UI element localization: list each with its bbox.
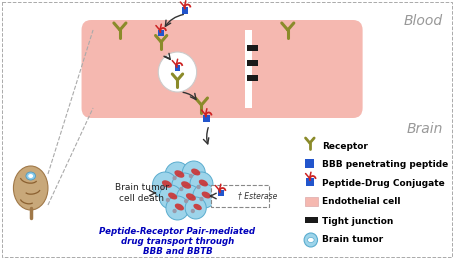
- Circle shape: [189, 174, 193, 178]
- Circle shape: [193, 184, 216, 208]
- Ellipse shape: [26, 172, 36, 180]
- Bar: [158, 30, 164, 36]
- Ellipse shape: [186, 193, 196, 201]
- Text: BBB and BBTB: BBB and BBTB: [143, 248, 212, 256]
- Circle shape: [173, 209, 177, 213]
- Circle shape: [153, 172, 177, 198]
- Ellipse shape: [175, 204, 184, 211]
- Bar: [203, 114, 210, 121]
- Ellipse shape: [181, 181, 191, 189]
- Circle shape: [166, 198, 170, 202]
- Circle shape: [200, 197, 203, 201]
- Text: Blood: Blood: [404, 14, 443, 28]
- Text: Brain tumor
cell death: Brain tumor cell death: [115, 183, 169, 203]
- FancyBboxPatch shape: [238, 20, 363, 118]
- Text: Receptor: Receptor: [322, 141, 368, 150]
- Ellipse shape: [174, 170, 184, 178]
- Ellipse shape: [28, 174, 33, 178]
- Circle shape: [304, 233, 318, 247]
- Bar: [246, 45, 258, 51]
- Bar: [245, 30, 252, 108]
- Text: † Esterase: † Esterase: [238, 191, 277, 200]
- Text: Brain: Brain: [407, 122, 443, 136]
- Ellipse shape: [162, 180, 172, 188]
- Text: Endothelial cell: Endothelial cell: [322, 198, 401, 206]
- Bar: [174, 65, 180, 71]
- Text: Peptide-Drug Conjugate: Peptide-Drug Conjugate: [322, 178, 445, 188]
- Ellipse shape: [201, 191, 211, 198]
- Text: Peptide-Receptor Pair-mediated: Peptide-Receptor Pair-mediated: [100, 227, 255, 236]
- Text: drug transport through: drug transport through: [121, 238, 234, 247]
- Bar: [211, 185, 269, 207]
- Ellipse shape: [168, 192, 177, 199]
- FancyBboxPatch shape: [82, 20, 269, 118]
- Circle shape: [179, 187, 183, 191]
- Bar: [218, 190, 224, 196]
- Bar: [182, 6, 189, 13]
- Ellipse shape: [308, 238, 314, 242]
- Circle shape: [182, 161, 205, 185]
- Circle shape: [184, 199, 188, 203]
- Circle shape: [172, 173, 197, 199]
- Circle shape: [159, 185, 182, 209]
- Circle shape: [166, 196, 189, 220]
- Circle shape: [173, 176, 177, 180]
- Circle shape: [191, 209, 195, 213]
- Circle shape: [176, 185, 201, 211]
- Bar: [246, 60, 258, 66]
- Bar: [305, 159, 314, 168]
- Circle shape: [196, 185, 201, 189]
- Circle shape: [165, 162, 190, 188]
- Text: Tight junction: Tight junction: [322, 217, 394, 226]
- Circle shape: [158, 52, 197, 92]
- Text: BBB penetrating peptide: BBB penetrating peptide: [322, 160, 448, 169]
- Circle shape: [185, 197, 206, 219]
- Ellipse shape: [193, 204, 202, 210]
- Text: Brain tumor: Brain tumor: [322, 235, 383, 244]
- Ellipse shape: [13, 166, 48, 210]
- Bar: [305, 197, 319, 206]
- Circle shape: [190, 172, 213, 196]
- Bar: [246, 75, 258, 81]
- Ellipse shape: [191, 169, 201, 175]
- Circle shape: [160, 186, 164, 190]
- Bar: [306, 178, 314, 186]
- Ellipse shape: [199, 179, 208, 186]
- Bar: [305, 217, 319, 223]
